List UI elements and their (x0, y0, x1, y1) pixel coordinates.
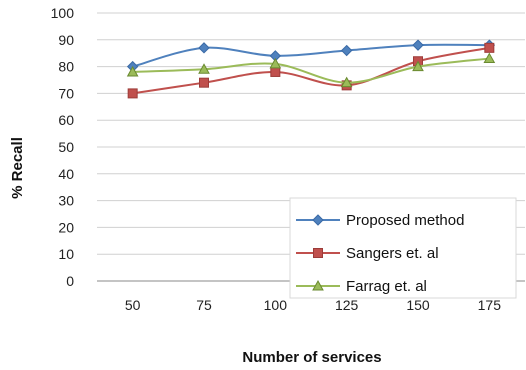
data-point-farrag-et-al-50 (126, 65, 139, 77)
y-tick-label-70: 70 (58, 85, 74, 101)
legend-marker-sangers-et-al (313, 248, 323, 258)
y-tick-label-0: 0 (66, 273, 74, 289)
y-tick-label-100: 100 (51, 5, 75, 21)
data-point-sangers-et-al-75 (199, 77, 209, 88)
x-tick-labels: 50 75 100 125 150 175 (125, 297, 501, 313)
y-tick-label-90: 90 (58, 32, 74, 48)
y-axis-title: % Recall (9, 137, 26, 199)
legend-box (289, 197, 517, 299)
series-line-farrag-et-al (132, 57, 490, 84)
series-group (126, 39, 496, 99)
legend-label-proposed-method: Proposed method (346, 212, 464, 229)
data-point-proposed-method-150 (412, 39, 424, 51)
y-tick-label-20: 20 (58, 219, 74, 235)
x-tick-label-125: 125 (335, 297, 359, 313)
legend-label-sangers-et-al: Sangers et. al (346, 245, 439, 262)
legend-item-proposed-method: Proposed method (296, 212, 464, 229)
x-tick-label-50: 50 (125, 297, 141, 313)
data-point-proposed-method-125 (340, 44, 353, 57)
y-tick-label-40: 40 (58, 166, 74, 182)
x-tick-label-150: 150 (406, 297, 430, 313)
legend-marker-farrag-et-al (312, 279, 324, 291)
y-tick-labels: 0 10 20 30 40 50 60 70 80 90 100 (51, 5, 75, 289)
legend-label-farrag-et-al: Farrag et. al (346, 278, 427, 295)
data-point-sangers-et-al-50 (127, 88, 138, 99)
y-tick-label-80: 80 (58, 59, 74, 75)
legend-item-farrag-et-al: Farrag et. al (296, 278, 427, 295)
legend-item-sangers-et-al: Sangers et. al (296, 245, 439, 262)
x-tick-label-100: 100 (264, 297, 288, 313)
y-tick-label-60: 60 (58, 112, 74, 128)
data-point-farrag-et-al-100 (269, 57, 282, 69)
series-line-proposed-method (132, 43, 490, 68)
data-point-farrag-et-al-125 (340, 76, 353, 88)
data-point-farrag-et-al-150 (412, 60, 424, 72)
data-point-proposed-method-75 (198, 42, 210, 54)
legend: Proposed method Sangers et. al Farrag et. … (289, 197, 517, 299)
gridlines (97, 12, 525, 255)
data-point-farrag-et-al-175 (483, 52, 496, 64)
data-point-sangers-et-al-175 (484, 42, 495, 53)
y-tick-label-50: 50 (58, 139, 74, 155)
x-tick-label-75: 75 (196, 297, 212, 313)
y-tick-label-10: 10 (58, 246, 74, 262)
data-point-farrag-et-al-75 (198, 63, 210, 74)
series-farrag-et-al (126, 52, 496, 88)
x-axis-title: Number of services (242, 349, 381, 366)
legend-marker-proposed-method (312, 214, 324, 226)
x-tick-label-175: 175 (478, 297, 502, 313)
series-proposed-method (126, 39, 496, 73)
y-tick-label-30: 30 (58, 193, 74, 209)
data-point-sangers-et-al-100 (270, 66, 281, 77)
series-line-sangers-et-al (132, 46, 490, 95)
series-sangers-et-al (127, 42, 495, 99)
